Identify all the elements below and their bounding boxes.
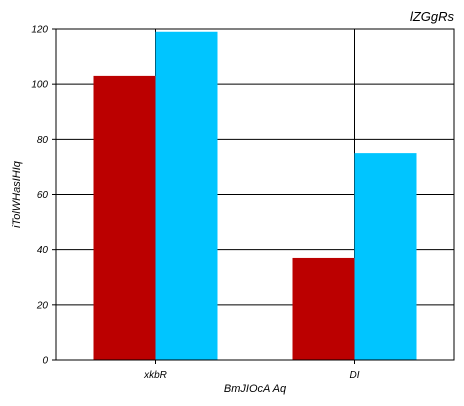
x-tick-label: xkbR — [143, 370, 167, 381]
y-tick-label: 40 — [37, 245, 49, 256]
y-tick-label: 20 — [36, 300, 49, 311]
y-tick-label: 0 — [42, 356, 48, 367]
bar-xkbR-series-2 — [155, 31, 218, 361]
bar-DI-series-1 — [292, 257, 355, 360]
x-axis-label: BmJIOcA Aq — [224, 383, 287, 395]
y-tick-label: 120 — [31, 25, 48, 36]
y-tick-label: 100 — [31, 80, 48, 91]
y-axis-label: iTolWHasIHIq — [11, 160, 23, 228]
chart-title: lZGgRs — [410, 9, 455, 24]
bars — [93, 31, 417, 361]
y-tick-label: 60 — [37, 190, 49, 201]
bar-DI-series-2 — [354, 153, 417, 360]
bar-xkbR-series-1 — [93, 75, 156, 361]
y-tick-label: 80 — [37, 135, 49, 146]
x-tick-label: DI — [350, 370, 360, 381]
axis-ticks: 0 20 40 60 80 100 120 xkbR DI — [31, 25, 359, 382]
